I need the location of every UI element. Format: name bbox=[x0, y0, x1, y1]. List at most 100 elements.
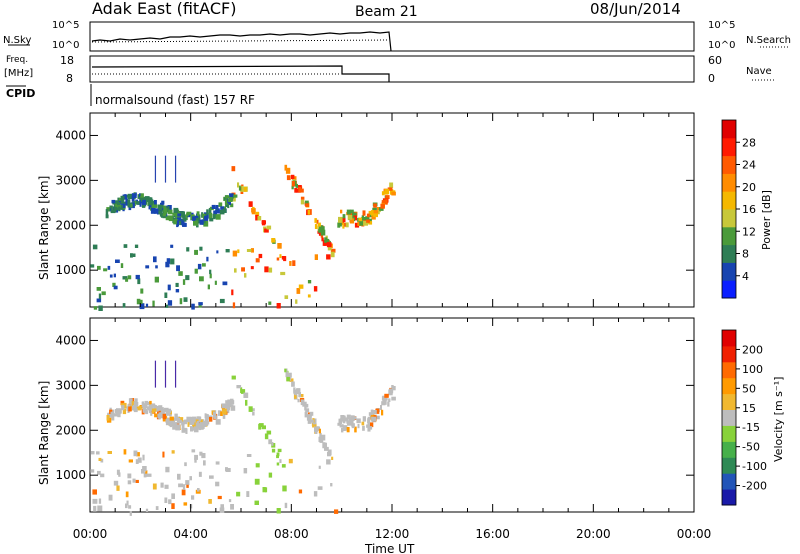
data-cell bbox=[199, 424, 204, 430]
data-cell bbox=[158, 210, 161, 215]
data-cell bbox=[229, 193, 234, 197]
data-cell bbox=[208, 499, 212, 504]
data-cell bbox=[236, 491, 241, 497]
data-cell bbox=[362, 416, 366, 422]
data-cell bbox=[283, 256, 287, 262]
data-cell bbox=[287, 372, 292, 378]
colorbar-tick-label: 12 bbox=[742, 225, 756, 238]
data-cell bbox=[350, 209, 354, 214]
data-cell bbox=[127, 275, 132, 280]
radar-title: Adak East (fitACF) bbox=[92, 0, 236, 18]
data-cell bbox=[126, 406, 130, 411]
colorbar-tick-label: 50 bbox=[742, 382, 756, 395]
data-cell bbox=[189, 476, 192, 481]
data-cell bbox=[286, 175, 291, 181]
data-cell bbox=[203, 460, 206, 466]
data-cell bbox=[231, 166, 236, 172]
data-cell bbox=[230, 504, 234, 510]
data-cell bbox=[193, 220, 198, 226]
data-cell bbox=[96, 451, 100, 455]
data-cell bbox=[277, 243, 282, 249]
data-cell bbox=[127, 202, 133, 208]
data-cell bbox=[346, 209, 351, 215]
data-cell bbox=[160, 212, 164, 217]
data-cell bbox=[219, 507, 225, 513]
data-cell bbox=[218, 202, 223, 207]
data-cell bbox=[282, 485, 287, 492]
colorbar-swatch bbox=[722, 120, 736, 139]
data-cell bbox=[318, 436, 322, 442]
data-cell bbox=[141, 401, 144, 408]
data-cell bbox=[125, 491, 129, 498]
data-cell bbox=[123, 449, 127, 455]
data-cell bbox=[261, 220, 266, 225]
data-cell bbox=[224, 197, 228, 201]
data-cell bbox=[316, 219, 319, 224]
data-cell bbox=[240, 387, 243, 393]
data-cell bbox=[165, 304, 169, 308]
data-cell bbox=[389, 182, 394, 188]
data-cell bbox=[166, 417, 171, 423]
data-cell bbox=[109, 274, 113, 278]
data-cell bbox=[166, 411, 171, 416]
data-cell bbox=[381, 191, 385, 196]
data-cell bbox=[288, 458, 293, 464]
ytick-label: 2000 bbox=[55, 423, 86, 437]
data-cell bbox=[123, 402, 127, 409]
data-cell bbox=[178, 271, 183, 276]
data-cell bbox=[113, 413, 119, 417]
data-cell bbox=[226, 402, 230, 407]
data-cell bbox=[279, 459, 282, 463]
data-cell bbox=[234, 268, 237, 273]
ytick-label: 4000 bbox=[55, 128, 86, 142]
data-cell bbox=[232, 196, 236, 202]
data-cell bbox=[198, 214, 201, 220]
data-cell bbox=[268, 301, 272, 305]
data-cell bbox=[215, 481, 220, 487]
data-cell bbox=[112, 282, 116, 287]
data-cell bbox=[120, 400, 125, 406]
data-cell bbox=[171, 493, 175, 499]
nave-tick-bottom: 0 bbox=[708, 72, 715, 85]
data-cell bbox=[172, 417, 178, 421]
data-cell bbox=[324, 237, 328, 243]
data-cell bbox=[146, 473, 152, 477]
data-cell bbox=[361, 421, 365, 426]
data-cell bbox=[313, 491, 318, 497]
data-cell bbox=[276, 257, 280, 261]
data-cell bbox=[98, 293, 102, 299]
data-cell bbox=[145, 265, 150, 269]
colorbar-tick-label: -50 bbox=[742, 441, 760, 454]
data-cell bbox=[196, 421, 200, 427]
freq-panel: Freq. [MHz] 18 8 60 0 Nave bbox=[4, 54, 774, 85]
data-cell bbox=[168, 215, 173, 222]
nsky-label: N.Sky bbox=[3, 35, 31, 46]
data-cell bbox=[128, 398, 133, 404]
data-cell bbox=[189, 419, 195, 425]
data-cell bbox=[161, 204, 164, 209]
data-cell bbox=[168, 420, 173, 427]
data-cell bbox=[132, 405, 137, 411]
data-cell bbox=[127, 199, 131, 205]
data-cell bbox=[346, 427, 350, 433]
data-cell bbox=[284, 164, 288, 171]
data-cell bbox=[366, 424, 370, 428]
data-cell bbox=[143, 472, 147, 478]
data-cell bbox=[232, 302, 236, 309]
data-cell bbox=[343, 222, 346, 227]
data-cell bbox=[312, 423, 315, 428]
data-cell bbox=[183, 502, 188, 506]
data-cell bbox=[369, 422, 374, 428]
data-cell bbox=[198, 471, 202, 477]
beam-title: Beam 21 bbox=[355, 4, 418, 20]
data-cell bbox=[225, 405, 230, 411]
data-cell bbox=[292, 260, 296, 266]
data-cell bbox=[285, 167, 291, 174]
data-cell bbox=[302, 401, 307, 407]
time-axis: 00:00 04:00 08:00 12:00 16:00 20:00 00:00 bbox=[73, 527, 712, 541]
data-cell bbox=[105, 209, 109, 215]
data-cell bbox=[172, 212, 178, 216]
freq-tick-top: 18 bbox=[60, 54, 74, 67]
data-cell bbox=[268, 472, 273, 478]
